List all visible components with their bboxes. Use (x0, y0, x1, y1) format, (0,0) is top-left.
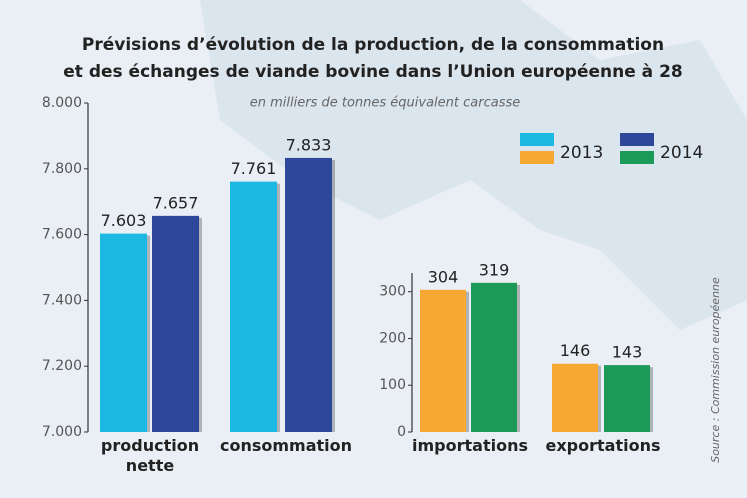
category-label: exportations (545, 436, 661, 455)
y-tick-label: 7.600 (42, 227, 82, 243)
y-tick-label: 7.400 (42, 292, 82, 308)
bar (230, 181, 277, 432)
category-label: production nette (100, 436, 200, 475)
y-tick-label: 300 (379, 284, 406, 300)
value-label: 7.657 (153, 193, 199, 212)
value-label: 146 (560, 341, 591, 360)
bar (152, 215, 199, 432)
bar (420, 289, 466, 432)
y-tick-label: 100 (379, 377, 406, 393)
value-label: 304 (428, 267, 459, 286)
chart-title: et des échanges de viande bovine dans l’… (63, 62, 682, 82)
y-tick-label: 7.800 (42, 161, 82, 177)
legend-label: 2014 (660, 143, 703, 163)
bar (552, 363, 598, 432)
legend-swatch (620, 151, 654, 164)
source: Source : Commission européenne (709, 277, 722, 463)
value-label: 319 (479, 260, 510, 279)
value-label: 143 (612, 343, 643, 362)
y-tick-label: 200 (379, 330, 406, 346)
y-tick-label: 7.200 (42, 358, 82, 374)
value-label: 7.761 (231, 159, 277, 178)
chart-title: Prévisions d’évolution de la production,… (82, 35, 664, 55)
value-label: 7.833 (286, 135, 332, 154)
subtitle: en milliers de tonnes équivalent carcass… (250, 96, 521, 111)
map-shape (200, 0, 747, 330)
legend-swatch (520, 133, 554, 146)
category-label: importations (412, 436, 528, 455)
bar (604, 365, 650, 432)
bar (285, 157, 332, 432)
legend-label: 2013 (560, 143, 603, 163)
value-label: 7.603 (101, 211, 147, 230)
legend-swatch (620, 133, 654, 146)
y-tick-label: 7.000 (42, 424, 82, 440)
category-label: consommation (220, 436, 353, 455)
bar (100, 233, 147, 432)
y-tick-label: 8.000 (42, 95, 82, 111)
y-tick-label: 0 (397, 424, 406, 440)
bar (471, 282, 517, 432)
legend-swatch (520, 151, 554, 164)
